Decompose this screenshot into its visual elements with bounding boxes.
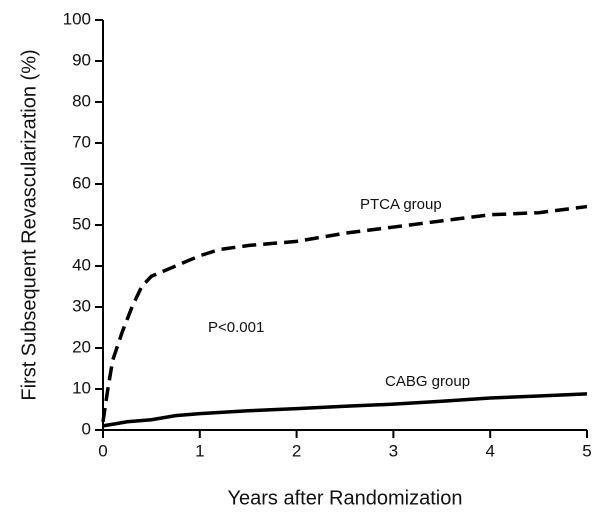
x-tick-label: 1 <box>195 441 204 460</box>
y-tick-label: 60 <box>72 173 91 192</box>
y-tick-label: 10 <box>72 378 91 397</box>
y-tick-label: 30 <box>72 296 91 315</box>
y-tick-label: 50 <box>72 214 91 233</box>
series-line <box>102 392 588 428</box>
y-tick-label: 40 <box>72 255 91 274</box>
y-tick-label: 70 <box>72 132 91 151</box>
x-tick-label: 0 <box>98 441 107 460</box>
series-line <box>101 204 588 423</box>
y-tick-label: 90 <box>72 50 91 69</box>
x-tick-label: 3 <box>389 441 398 460</box>
x-tick-label: 4 <box>485 441 494 460</box>
y-tick-label: 20 <box>72 337 91 356</box>
y-axis-title: First Subsequent Revascularization (%) <box>18 49 40 400</box>
series-label: PTCA group <box>360 196 442 213</box>
x-axis-title: Years after Randomization <box>228 487 463 509</box>
x-tick-label: 2 <box>292 441 301 460</box>
y-tick-label: 100 <box>63 9 91 28</box>
y-tick-label: 80 <box>72 91 91 110</box>
y-tick-label: 0 <box>82 419 91 438</box>
series-label: CABG group <box>385 373 470 390</box>
annotation: P<0.001 <box>208 319 264 336</box>
x-tick-label: 5 <box>582 441 591 460</box>
